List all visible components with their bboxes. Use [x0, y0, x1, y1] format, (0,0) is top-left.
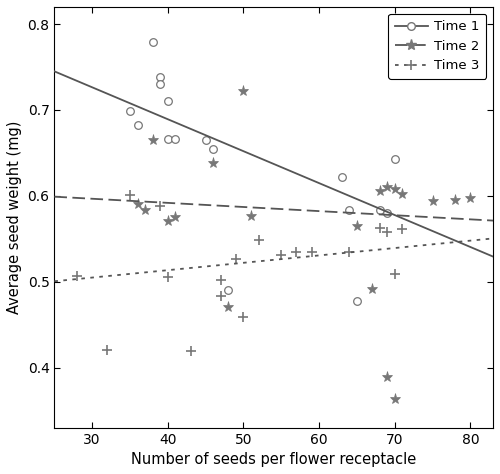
Legend: Time 1, Time 2, Time 3: Time 1, Time 2, Time 3 [388, 14, 486, 79]
X-axis label: Number of seeds per flower receptacle: Number of seeds per flower receptacle [131, 452, 416, 467]
Y-axis label: Average seed weight (mg): Average seed weight (mg) [7, 120, 22, 314]
